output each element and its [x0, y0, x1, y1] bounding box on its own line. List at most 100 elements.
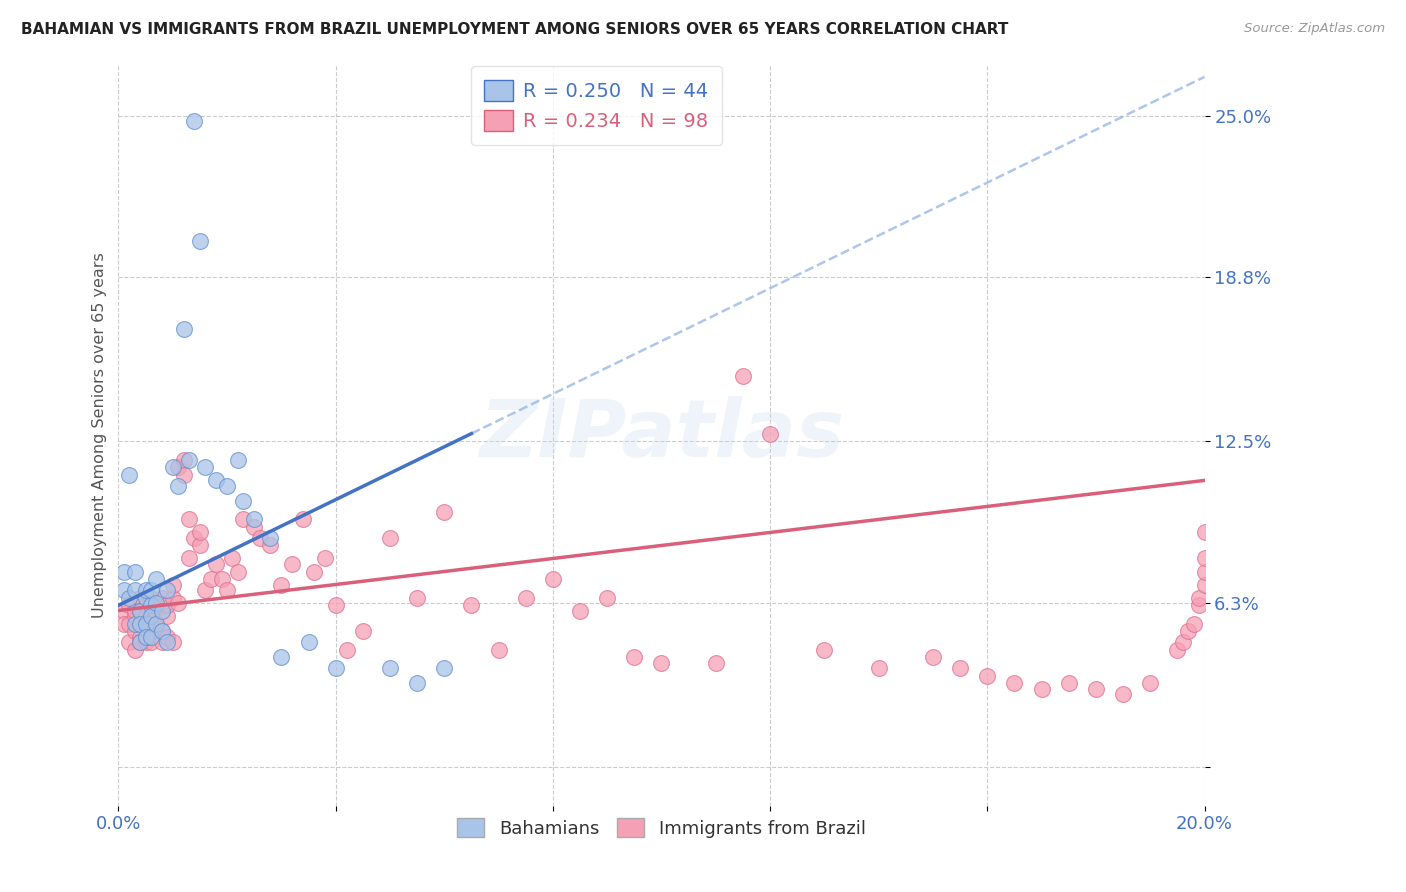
Point [162, 460, 184, 475]
Point [118, 591, 141, 605]
Point [124, 608, 146, 623]
Point [129, 616, 152, 631]
Point [139, 634, 162, 648]
Point [623, 650, 645, 665]
Point [135, 599, 157, 613]
Point [129, 616, 152, 631]
Point [145, 572, 167, 586]
Point [1194, 565, 1216, 579]
Point [297, 634, 319, 648]
Point [211, 572, 233, 586]
Point [1004, 676, 1026, 690]
Point [1194, 525, 1216, 540]
Point [460, 599, 482, 613]
Point [249, 531, 271, 545]
Point [1194, 577, 1216, 591]
Point [156, 582, 179, 597]
Point [135, 608, 157, 623]
Point [302, 565, 325, 579]
Point [145, 596, 167, 610]
Point [139, 630, 162, 644]
Point [1166, 642, 1188, 657]
Point [194, 582, 217, 597]
Point [868, 661, 890, 675]
Point [124, 582, 146, 597]
Point [226, 565, 249, 579]
Point [976, 668, 998, 682]
Point [129, 634, 152, 648]
Text: ZIPatlas: ZIPatlas [479, 396, 844, 474]
Point [378, 661, 401, 675]
Point [232, 512, 254, 526]
Point [135, 630, 157, 644]
Point [188, 539, 211, 553]
Point [173, 468, 195, 483]
Point [232, 494, 254, 508]
Point [135, 616, 157, 631]
Point [129, 591, 152, 605]
Point [112, 616, 135, 631]
Y-axis label: Unemployment Among Seniors over 65 years: Unemployment Among Seniors over 65 years [93, 252, 107, 618]
Point [129, 603, 152, 617]
Point [124, 565, 146, 579]
Point [150, 591, 173, 605]
Point [162, 577, 184, 591]
Point [922, 650, 945, 665]
Point [139, 608, 162, 623]
Point [200, 572, 222, 586]
Point [759, 426, 782, 441]
Point [129, 603, 152, 617]
Point [205, 474, 228, 488]
Point [488, 642, 510, 657]
Point [194, 460, 217, 475]
Point [177, 452, 200, 467]
Point [173, 322, 195, 336]
Point [118, 468, 141, 483]
Point [243, 512, 266, 526]
Point [406, 591, 429, 605]
Point [135, 582, 157, 597]
Point [124, 624, 146, 639]
Point [406, 676, 429, 690]
Point [270, 577, 292, 591]
Point [325, 599, 347, 613]
Point [150, 624, 173, 639]
Text: BAHAMIAN VS IMMIGRANTS FROM BRAZIL UNEMPLOYMENT AMONG SENIORS OVER 65 YEARS CORR: BAHAMIAN VS IMMIGRANTS FROM BRAZIL UNEMP… [21, 22, 1008, 37]
Point [156, 634, 179, 648]
Point [596, 591, 619, 605]
Point [541, 572, 564, 586]
Point [226, 452, 249, 467]
Point [569, 603, 592, 617]
Point [1057, 676, 1080, 690]
Point [124, 616, 146, 631]
Point [156, 599, 179, 613]
Point [112, 603, 135, 617]
Point [145, 603, 167, 617]
Point [243, 520, 266, 534]
Point [433, 505, 456, 519]
Point [215, 478, 238, 492]
Point [281, 557, 304, 571]
Point [1177, 624, 1199, 639]
Point [139, 582, 162, 597]
Point [433, 661, 456, 675]
Point [183, 531, 205, 545]
Point [813, 642, 835, 657]
Point [145, 599, 167, 613]
Point [135, 616, 157, 631]
Point [352, 624, 374, 639]
Point [1171, 634, 1194, 648]
Point [183, 114, 205, 128]
Point [205, 557, 228, 571]
Point [650, 656, 672, 670]
Point [139, 630, 162, 644]
Point [124, 642, 146, 657]
Point [259, 531, 281, 545]
Point [215, 582, 238, 597]
Point [949, 661, 972, 675]
Point [150, 634, 173, 648]
Point [139, 599, 162, 613]
Point [1182, 616, 1205, 631]
Point [118, 599, 141, 613]
Point [118, 634, 141, 648]
